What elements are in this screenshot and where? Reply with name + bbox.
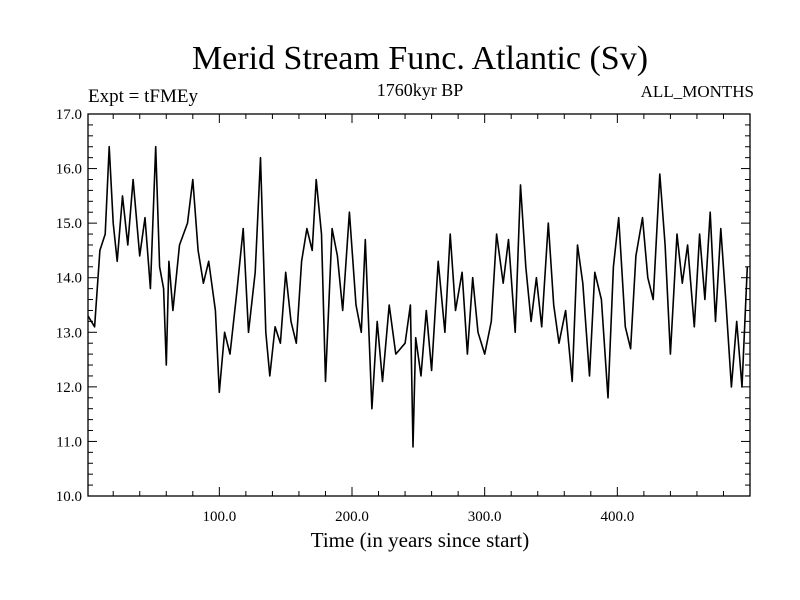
y-tick-label: 12.0 <box>56 380 82 396</box>
plot-frame <box>87 113 751 497</box>
y-tick-label: 10.0 <box>56 489 82 505</box>
x-tick-label: 100.0 <box>202 509 236 525</box>
chart-title: Merid Stream Func. Atlantic (Sv) <box>191 40 649 77</box>
x-tick-label: 400.0 <box>600 509 634 525</box>
y-tick-label: 13.0 <box>56 325 82 341</box>
chart-subtitle: 1760kyr BP <box>376 80 464 100</box>
series-line <box>87 145 749 448</box>
x-tick-label: 300.0 <box>468 509 502 525</box>
season-label: ALL_MONTHS <box>640 82 754 101</box>
x-axis-label: Time (in years since start) <box>310 528 530 552</box>
y-tick-label: 11.0 <box>56 434 82 450</box>
x-tick-label: 200.0 <box>335 509 369 525</box>
y-tick-label: 17.0 <box>56 107 82 123</box>
experiment-label: Expt = tFMEy <box>88 86 198 107</box>
y-tick-label: 15.0 <box>56 216 82 232</box>
y-tick-label: 14.0 <box>56 271 82 287</box>
y-tick-label: 16.0 <box>56 162 82 178</box>
